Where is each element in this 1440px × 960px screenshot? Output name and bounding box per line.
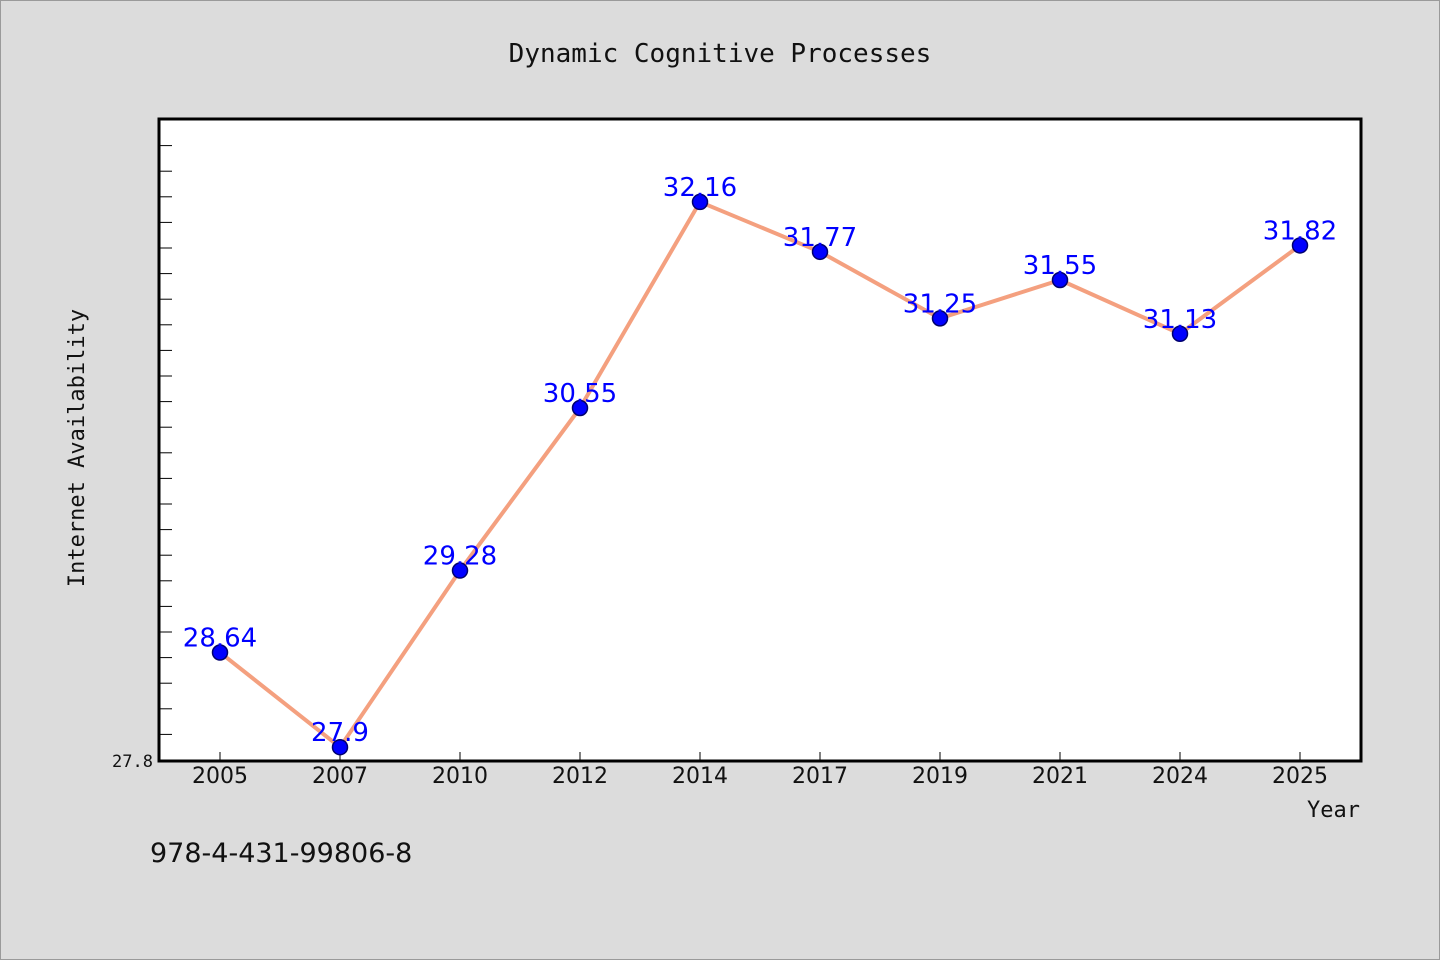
footer-isbn: 978-4-431-99806-8 (150, 838, 412, 869)
y-axis-label: Internet Availability (65, 309, 90, 587)
data-label: 28.64 (183, 623, 257, 653)
data-point (811, 243, 829, 261)
x-tick-label: 2010 (432, 764, 488, 789)
x-tick-label: 2012 (552, 764, 608, 789)
data-label: 31.13 (1143, 305, 1217, 335)
data-point (451, 562, 469, 579)
data-label: 31.55 (1023, 251, 1097, 281)
data-label: 31.77 (783, 223, 857, 253)
data-point (331, 738, 349, 756)
data-point (211, 644, 229, 661)
data-point (691, 193, 709, 211)
plot-area (157, 117, 1363, 763)
data-point (1051, 271, 1069, 289)
data-label: 31.82 (1263, 216, 1337, 246)
series-line (218, 199, 1302, 750)
data-label: 27.9 (311, 718, 369, 748)
x-tick-label: 2024 (1152, 764, 1208, 789)
x-tick-label: 2017 (792, 764, 848, 789)
x-tick-label: 2005 (192, 764, 248, 789)
data-point (1171, 325, 1189, 343)
data-label: 30.55 (543, 379, 617, 409)
chart-title: Dynamic Cognitive Processes (509, 39, 932, 69)
data-label: 31.25 (903, 289, 977, 319)
x-axis-label: Year (1307, 798, 1360, 823)
x-tick-labels: 2005 2007 2010 2012 2014 2017 2019 2021 2024 2025 (192, 764, 1328, 789)
data-labels: 28.64 27.9 29.28 30.55 32.16 31.77 31.25 31.55 3… (183, 173, 1337, 748)
data-point (1291, 237, 1309, 254)
y-tick-label-min: 27.8 (112, 752, 153, 772)
data-markers (211, 193, 1309, 756)
x-tick-label: 2025 (1272, 764, 1328, 789)
data-label: 29.28 (423, 542, 497, 572)
x-tick-label: 2007 (312, 764, 368, 789)
data-point (931, 310, 949, 327)
data-point (571, 399, 589, 417)
data-label: 32.16 (663, 173, 737, 203)
x-tick-label: 2014 (672, 764, 728, 789)
x-tick-label: 2021 (1032, 764, 1088, 789)
y-axis-ticks (160, 145, 172, 735)
x-tick-label: 2019 (912, 764, 968, 789)
